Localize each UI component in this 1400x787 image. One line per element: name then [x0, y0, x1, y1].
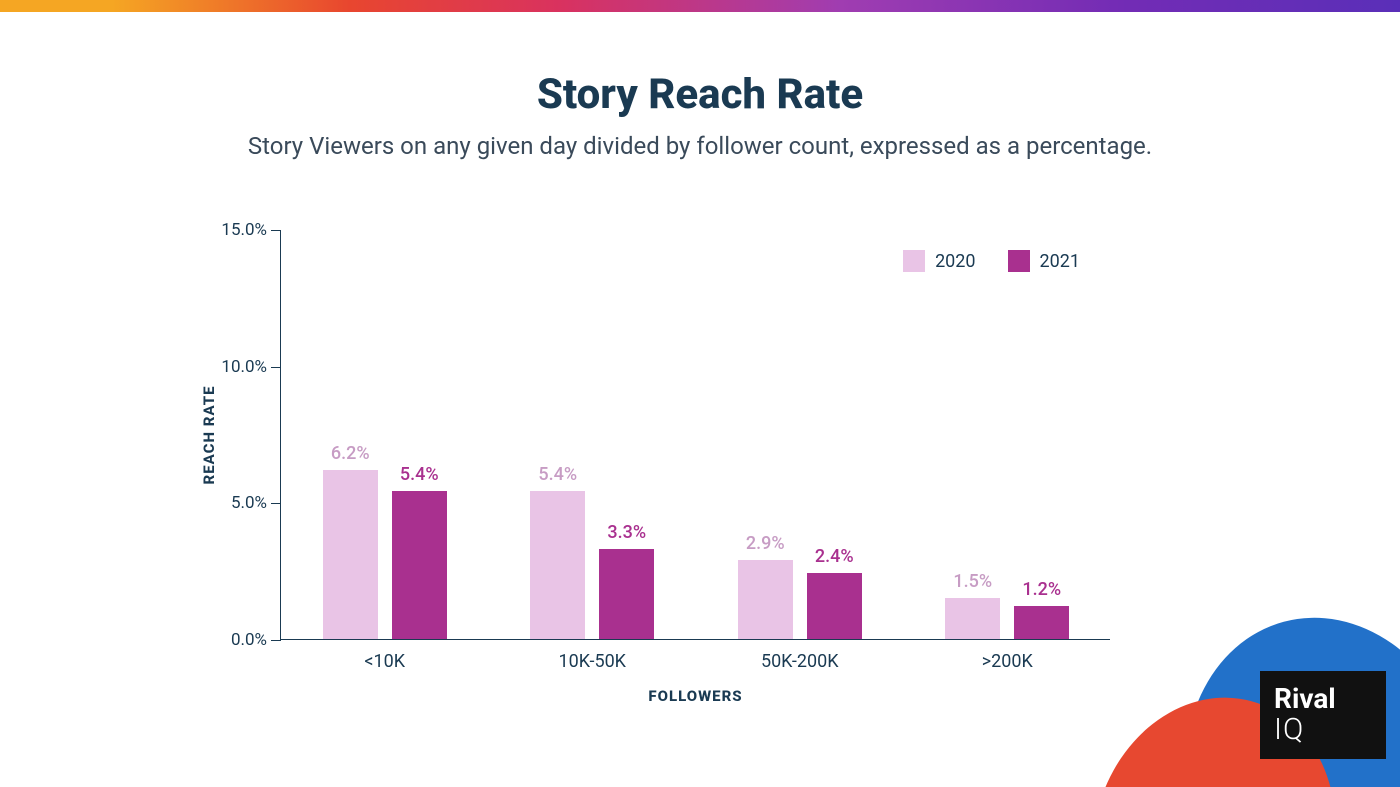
- plot-area: REACH RATE FOLLOWERS 2020 2021 0.0%5.0%1…: [280, 230, 1110, 640]
- bar-value-label: 1.2%: [1022, 579, 1061, 600]
- bar: 3.3%: [599, 549, 654, 639]
- y-tick-label: 10.0%: [221, 357, 267, 377]
- legend: 2020 2021: [903, 250, 1080, 272]
- legend-swatch: [903, 250, 925, 272]
- bar: 1.5%: [945, 598, 1000, 639]
- legend-swatch: [1008, 250, 1030, 272]
- bar-value-label: 1.5%: [953, 571, 992, 592]
- bar: 1.2%: [1014, 606, 1069, 639]
- legend-item: 2021: [1008, 250, 1080, 272]
- y-tick-label: 15.0%: [221, 220, 267, 240]
- x-axis-title: FOLLOWERS: [648, 687, 742, 705]
- bar-value-label: 6.2%: [331, 443, 370, 464]
- top-gradient-bar: [0, 0, 1400, 12]
- y-axis-title: REACH RATE: [200, 385, 218, 484]
- logo-text-top: Rival: [1274, 685, 1386, 713]
- rivaliq-logo: Rival IQ: [1260, 671, 1386, 759]
- page-subtitle: Story Viewers on any given day divided b…: [0, 132, 1400, 160]
- x-tick-label: 50K-200K: [761, 651, 839, 672]
- bar: 5.4%: [392, 491, 447, 639]
- y-tick: [271, 503, 281, 504]
- legend-item: 2020: [903, 250, 975, 272]
- x-tick-label: 10K-50K: [559, 651, 626, 672]
- y-tick: [271, 230, 281, 231]
- bar: 2.4%: [807, 573, 862, 639]
- bar: 6.2%: [323, 470, 378, 639]
- legend-label: 2021: [1040, 251, 1080, 272]
- logo-text-bottom: IQ: [1274, 715, 1386, 745]
- y-tick: [271, 367, 281, 368]
- bar: 2.9%: [738, 560, 793, 639]
- bar-value-label: 2.4%: [815, 546, 854, 567]
- y-tick-label: 5.0%: [231, 493, 267, 513]
- chart: REACH RATE FOLLOWERS 2020 2021 0.0%5.0%1…: [200, 220, 1120, 640]
- legend-label: 2020: [935, 251, 975, 272]
- bar-value-label: 5.4%: [538, 464, 577, 485]
- x-tick-label: <10K: [364, 651, 405, 672]
- bar-value-label: 5.4%: [400, 464, 439, 485]
- y-tick: [271, 640, 281, 641]
- bar-value-label: 3.3%: [607, 522, 646, 543]
- y-tick-label: 0.0%: [231, 630, 267, 650]
- page-title: Story Reach Rate: [0, 70, 1400, 119]
- bar: 5.4%: [530, 491, 585, 639]
- bar-value-label: 2.9%: [746, 533, 785, 554]
- x-tick-label: >200K: [982, 651, 1033, 672]
